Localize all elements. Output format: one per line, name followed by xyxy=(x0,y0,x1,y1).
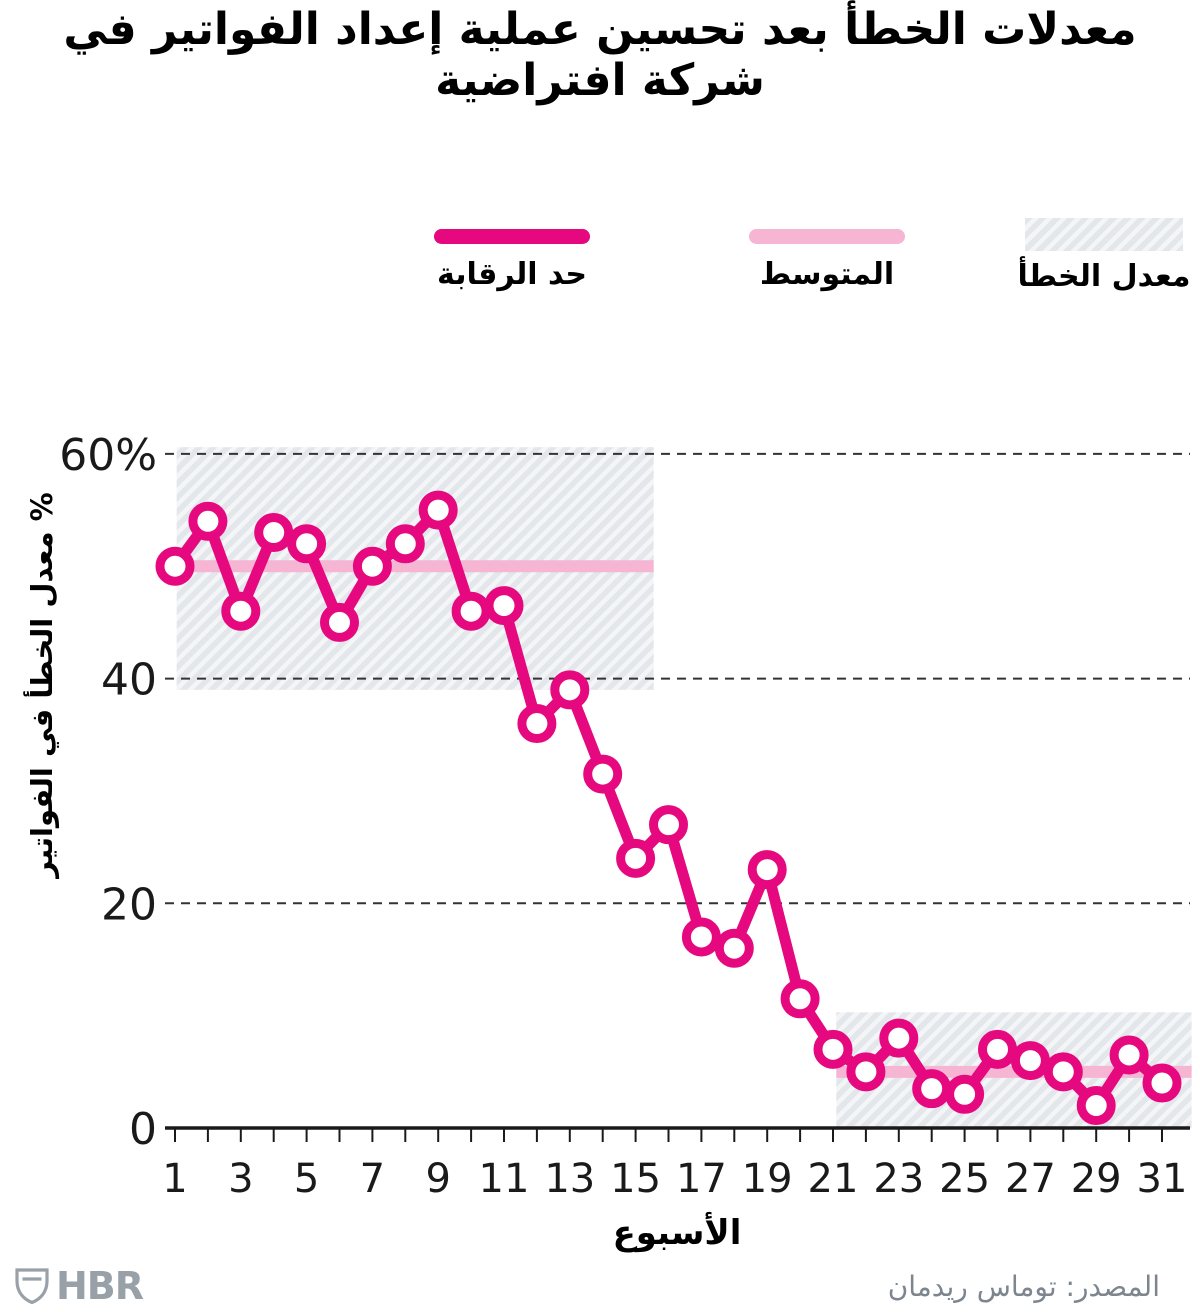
legend-label-error-rate: معدل الخطأ xyxy=(1017,259,1191,294)
data-point-week-10 xyxy=(451,591,491,631)
source-text: المصدر: توماس ريدمان xyxy=(887,1270,1160,1303)
x-axis-title: الأسبوع xyxy=(613,1211,742,1253)
data-point-week-14 xyxy=(583,754,623,794)
data-point-week-19 xyxy=(747,850,787,890)
legend-swatch-mean xyxy=(749,229,905,244)
data-point-week-9 xyxy=(418,490,458,530)
data-point-week-30 xyxy=(1109,1035,1149,1075)
legend-item-error-rate: معدل الخطأ xyxy=(1018,218,1190,294)
x-tick-label-7: 7 xyxy=(360,1156,385,1202)
data-point-week-20 xyxy=(780,979,820,1019)
x-tick-label-5: 5 xyxy=(294,1156,319,1202)
x-tick-label-15: 15 xyxy=(610,1156,661,1202)
data-point-week-24 xyxy=(912,1069,952,1109)
legend-label-mean: المتوسط xyxy=(759,257,895,292)
y-axis-title: % معدل الخطأ في الفواتير xyxy=(23,492,59,879)
data-point-week-16 xyxy=(649,805,688,845)
x-tick-label-19: 19 xyxy=(742,1156,793,1202)
data-point-week-4 xyxy=(254,513,294,553)
data-point-week-29 xyxy=(1076,1086,1116,1126)
y-tick-label-20: 20 xyxy=(101,879,157,930)
data-point-week-7 xyxy=(352,546,392,586)
data-point-week-21 xyxy=(813,1029,853,1069)
legend-item-control-limit: حد الرقابة xyxy=(430,218,594,292)
hbr-logo: HBR xyxy=(14,1264,144,1308)
data-point-week-31 xyxy=(1142,1063,1182,1103)
data-point-week-2 xyxy=(188,501,228,541)
data-point-week-6 xyxy=(320,602,359,642)
data-point-week-27 xyxy=(1010,1041,1050,1081)
x-tick-label-31: 31 xyxy=(1137,1156,1188,1202)
x-tick-label-27: 27 xyxy=(1005,1156,1056,1202)
x-tick-label-17: 17 xyxy=(676,1156,727,1202)
x-tick-label-11: 11 xyxy=(479,1156,530,1202)
data-point-week-3 xyxy=(221,591,261,631)
hbr-shield-icon xyxy=(15,1268,49,1305)
data-point-week-26 xyxy=(978,1029,1017,1069)
data-point-week-23 xyxy=(879,1018,919,1058)
y-tick-label-0: 0 xyxy=(129,1104,157,1155)
data-point-week-12 xyxy=(517,704,557,744)
data-point-week-25 xyxy=(945,1074,985,1114)
y-tick-label-40: 40 xyxy=(101,655,157,706)
x-tick-label-1: 1 xyxy=(162,1156,187,1202)
x-tick-label-23: 23 xyxy=(873,1156,924,1202)
x-tick-label-3: 3 xyxy=(228,1156,253,1202)
data-point-week-22 xyxy=(846,1052,886,1092)
legend-swatch-control-limit xyxy=(434,229,590,244)
data-point-week-1 xyxy=(155,546,195,586)
x-tick-label-21: 21 xyxy=(808,1156,859,1202)
data-point-week-11 xyxy=(484,586,524,626)
data-point-week-17 xyxy=(681,917,721,957)
legend-swatch-error-rate xyxy=(1025,218,1183,251)
x-tick-label-9: 9 xyxy=(425,1156,450,1202)
x-tick-label-25: 25 xyxy=(939,1156,990,1202)
legend-item-mean: المتوسط xyxy=(745,218,909,292)
x-tick-label-13: 13 xyxy=(544,1156,595,1202)
data-point-week-5 xyxy=(287,524,327,564)
data-point-week-13 xyxy=(550,670,590,710)
data-point-week-28 xyxy=(1043,1052,1083,1092)
data-point-week-8 xyxy=(385,524,425,564)
x-tick-label-29: 29 xyxy=(1071,1156,1122,1202)
chart-title: معدلات الخطأ بعد تحسين عملية إعداد الفوا… xyxy=(63,4,1137,106)
data-point-week-15 xyxy=(616,838,656,878)
y-tick-label-60: 60% xyxy=(59,430,157,481)
data-point-week-18 xyxy=(714,928,754,968)
hbr-logo-text: HBR xyxy=(56,1264,144,1308)
legend-label-control-limit: حد الرقابة xyxy=(437,257,587,292)
